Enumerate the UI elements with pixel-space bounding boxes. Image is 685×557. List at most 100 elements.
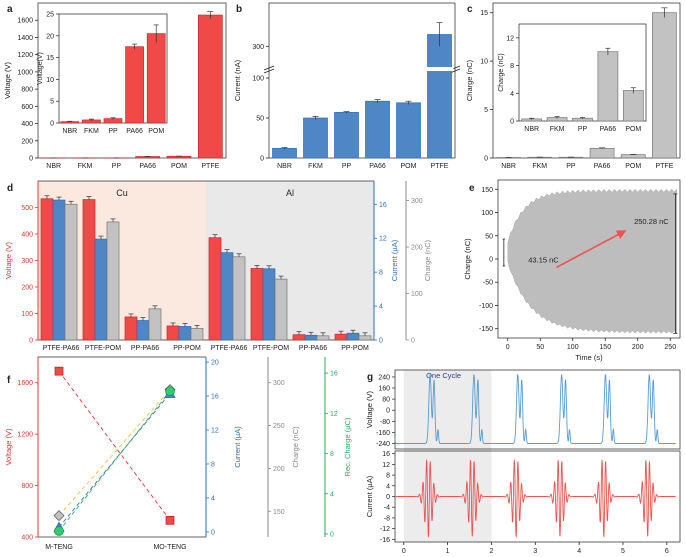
- x-tick-label: PTFE-POM: [253, 345, 289, 352]
- x-tick-label: PP-PA66: [299, 345, 327, 352]
- marker-voltage: [54, 366, 64, 376]
- bar: [52, 199, 66, 341]
- y-tick-label: -4: [384, 505, 390, 512]
- y-tick-label: 0: [386, 408, 390, 415]
- y-tick-label: -150: [479, 326, 493, 333]
- y-tick-label: 0: [379, 338, 383, 345]
- arrow: [556, 230, 627, 269]
- inset-y-tick-label: 15: [46, 55, 54, 62]
- x-tick-label: 250: [664, 344, 676, 351]
- inset-x-tick-label: POM: [625, 126, 641, 133]
- y-tick-label: -160: [376, 430, 390, 437]
- inset-y-tick-label: 0: [510, 119, 514, 126]
- y-axis-label-charge: Charge (nC): [423, 239, 432, 281]
- x-tick-label: PP: [112, 163, 122, 170]
- y-tick-label: 1600: [17, 18, 33, 25]
- bar: [316, 335, 330, 341]
- y-tick-label: 0: [211, 529, 215, 536]
- x-tick-label: 150: [599, 344, 611, 351]
- y-tick-label: 4: [386, 483, 390, 490]
- bar: [148, 308, 162, 341]
- x-tick-label: 100: [567, 344, 579, 351]
- y-tick-label: -100: [479, 303, 493, 310]
- y-tick-label: 240: [378, 374, 390, 381]
- y-tick-label: 600: [21, 104, 33, 111]
- y-tick-label: 12: [379, 236, 387, 243]
- bar: [94, 238, 108, 341]
- y-tick-label: 300: [411, 198, 423, 205]
- panel-letter: g: [367, 372, 373, 383]
- inset-x-tick-label: NBR: [62, 128, 77, 135]
- bar: [346, 332, 360, 341]
- inset-y-tick-label: 8: [510, 63, 514, 70]
- panel-letter: a: [7, 4, 13, 15]
- y-tick-label: 100: [481, 210, 493, 217]
- bar: [64, 203, 78, 341]
- series-line: [58, 390, 171, 532]
- x-tick-label: PTFE: [431, 163, 449, 170]
- y-tick-label: 200: [21, 285, 33, 292]
- y-tick-label: -50: [483, 280, 493, 287]
- inset-y-tick-label: 20: [46, 33, 54, 40]
- x-tick-label: POM: [171, 163, 187, 170]
- bar: [427, 34, 452, 159]
- x-tick-label: POM: [625, 163, 641, 170]
- y-axis-label: Charge (nC): [465, 59, 474, 101]
- bar: [365, 100, 390, 159]
- x-tick-label: PTFE: [655, 163, 673, 170]
- y-tick-label: 16: [382, 451, 390, 458]
- x-tick-label: 6: [665, 548, 669, 555]
- y-tick-label: 200: [21, 138, 33, 145]
- x-tick-label: PTFE-PA66: [43, 345, 80, 352]
- y-tick-label: 200: [411, 245, 423, 252]
- y-axis-label: Voltage (V): [3, 61, 12, 99]
- voltage-frame: [394, 369, 681, 450]
- bar: [589, 147, 615, 159]
- y-tick-label: 10: [480, 59, 488, 66]
- x-tick-label: NBR: [46, 163, 61, 170]
- marker-rec-charge: [165, 386, 175, 397]
- plot-frame: [268, 2, 456, 159]
- inset-bar: [622, 90, 644, 122]
- y-tick-label: -8: [384, 515, 390, 522]
- y-tick-label: 150: [273, 509, 285, 516]
- marker-voltage: [165, 515, 175, 525]
- inset-x-tick-label: PP: [108, 128, 118, 135]
- series-line: [58, 393, 171, 528]
- x-tick-label: PP-POM: [341, 345, 369, 352]
- bar: [124, 316, 138, 341]
- y-axis-label: Current (µA): [233, 426, 242, 468]
- y-tick-label: 15: [480, 10, 488, 17]
- marker-charge: [53, 510, 65, 522]
- y-tick-label: 0: [411, 338, 415, 345]
- y-tick-label: 50: [256, 116, 264, 123]
- bar: [82, 199, 96, 341]
- plot-frame: [37, 356, 207, 538]
- y-tick-label: -80: [380, 419, 390, 426]
- y-tick-label: 8: [386, 473, 390, 480]
- panel-c: c 0 5 10 15 Charge (nC) NBR FKM PP PA66 POM PTFE 0 4 8…: [465, 2, 681, 170]
- y-tick-label: 1000: [17, 69, 33, 76]
- y-tick-label: 0: [489, 257, 493, 264]
- inset-bar: [125, 46, 144, 124]
- x-tick-label: 5: [621, 548, 625, 555]
- plot-frame: [37, 2, 227, 159]
- bar: [358, 335, 372, 341]
- plot-frame: [492, 2, 681, 159]
- panel-e: e 0 50 100 150 200 250 -150 -100 -50 0 50 100 150 Time…: [463, 179, 681, 362]
- x-axis-label: Time (s): [575, 353, 603, 362]
- bar: [262, 268, 276, 341]
- y-tick-label: 8: [379, 270, 383, 277]
- bar: [178, 326, 192, 341]
- x-tick-label: 4: [577, 548, 581, 555]
- y-tick-label: -16: [380, 537, 390, 544]
- panel-letter: b: [236, 4, 242, 15]
- bar: [303, 117, 328, 159]
- bar: [272, 148, 297, 159]
- series-line: [58, 370, 171, 521]
- inset-x-tick-label: PP: [578, 126, 588, 133]
- y-tick-label: -12: [380, 526, 390, 533]
- panel-letter: c: [467, 4, 473, 15]
- y-tick-label: 1200: [17, 432, 33, 439]
